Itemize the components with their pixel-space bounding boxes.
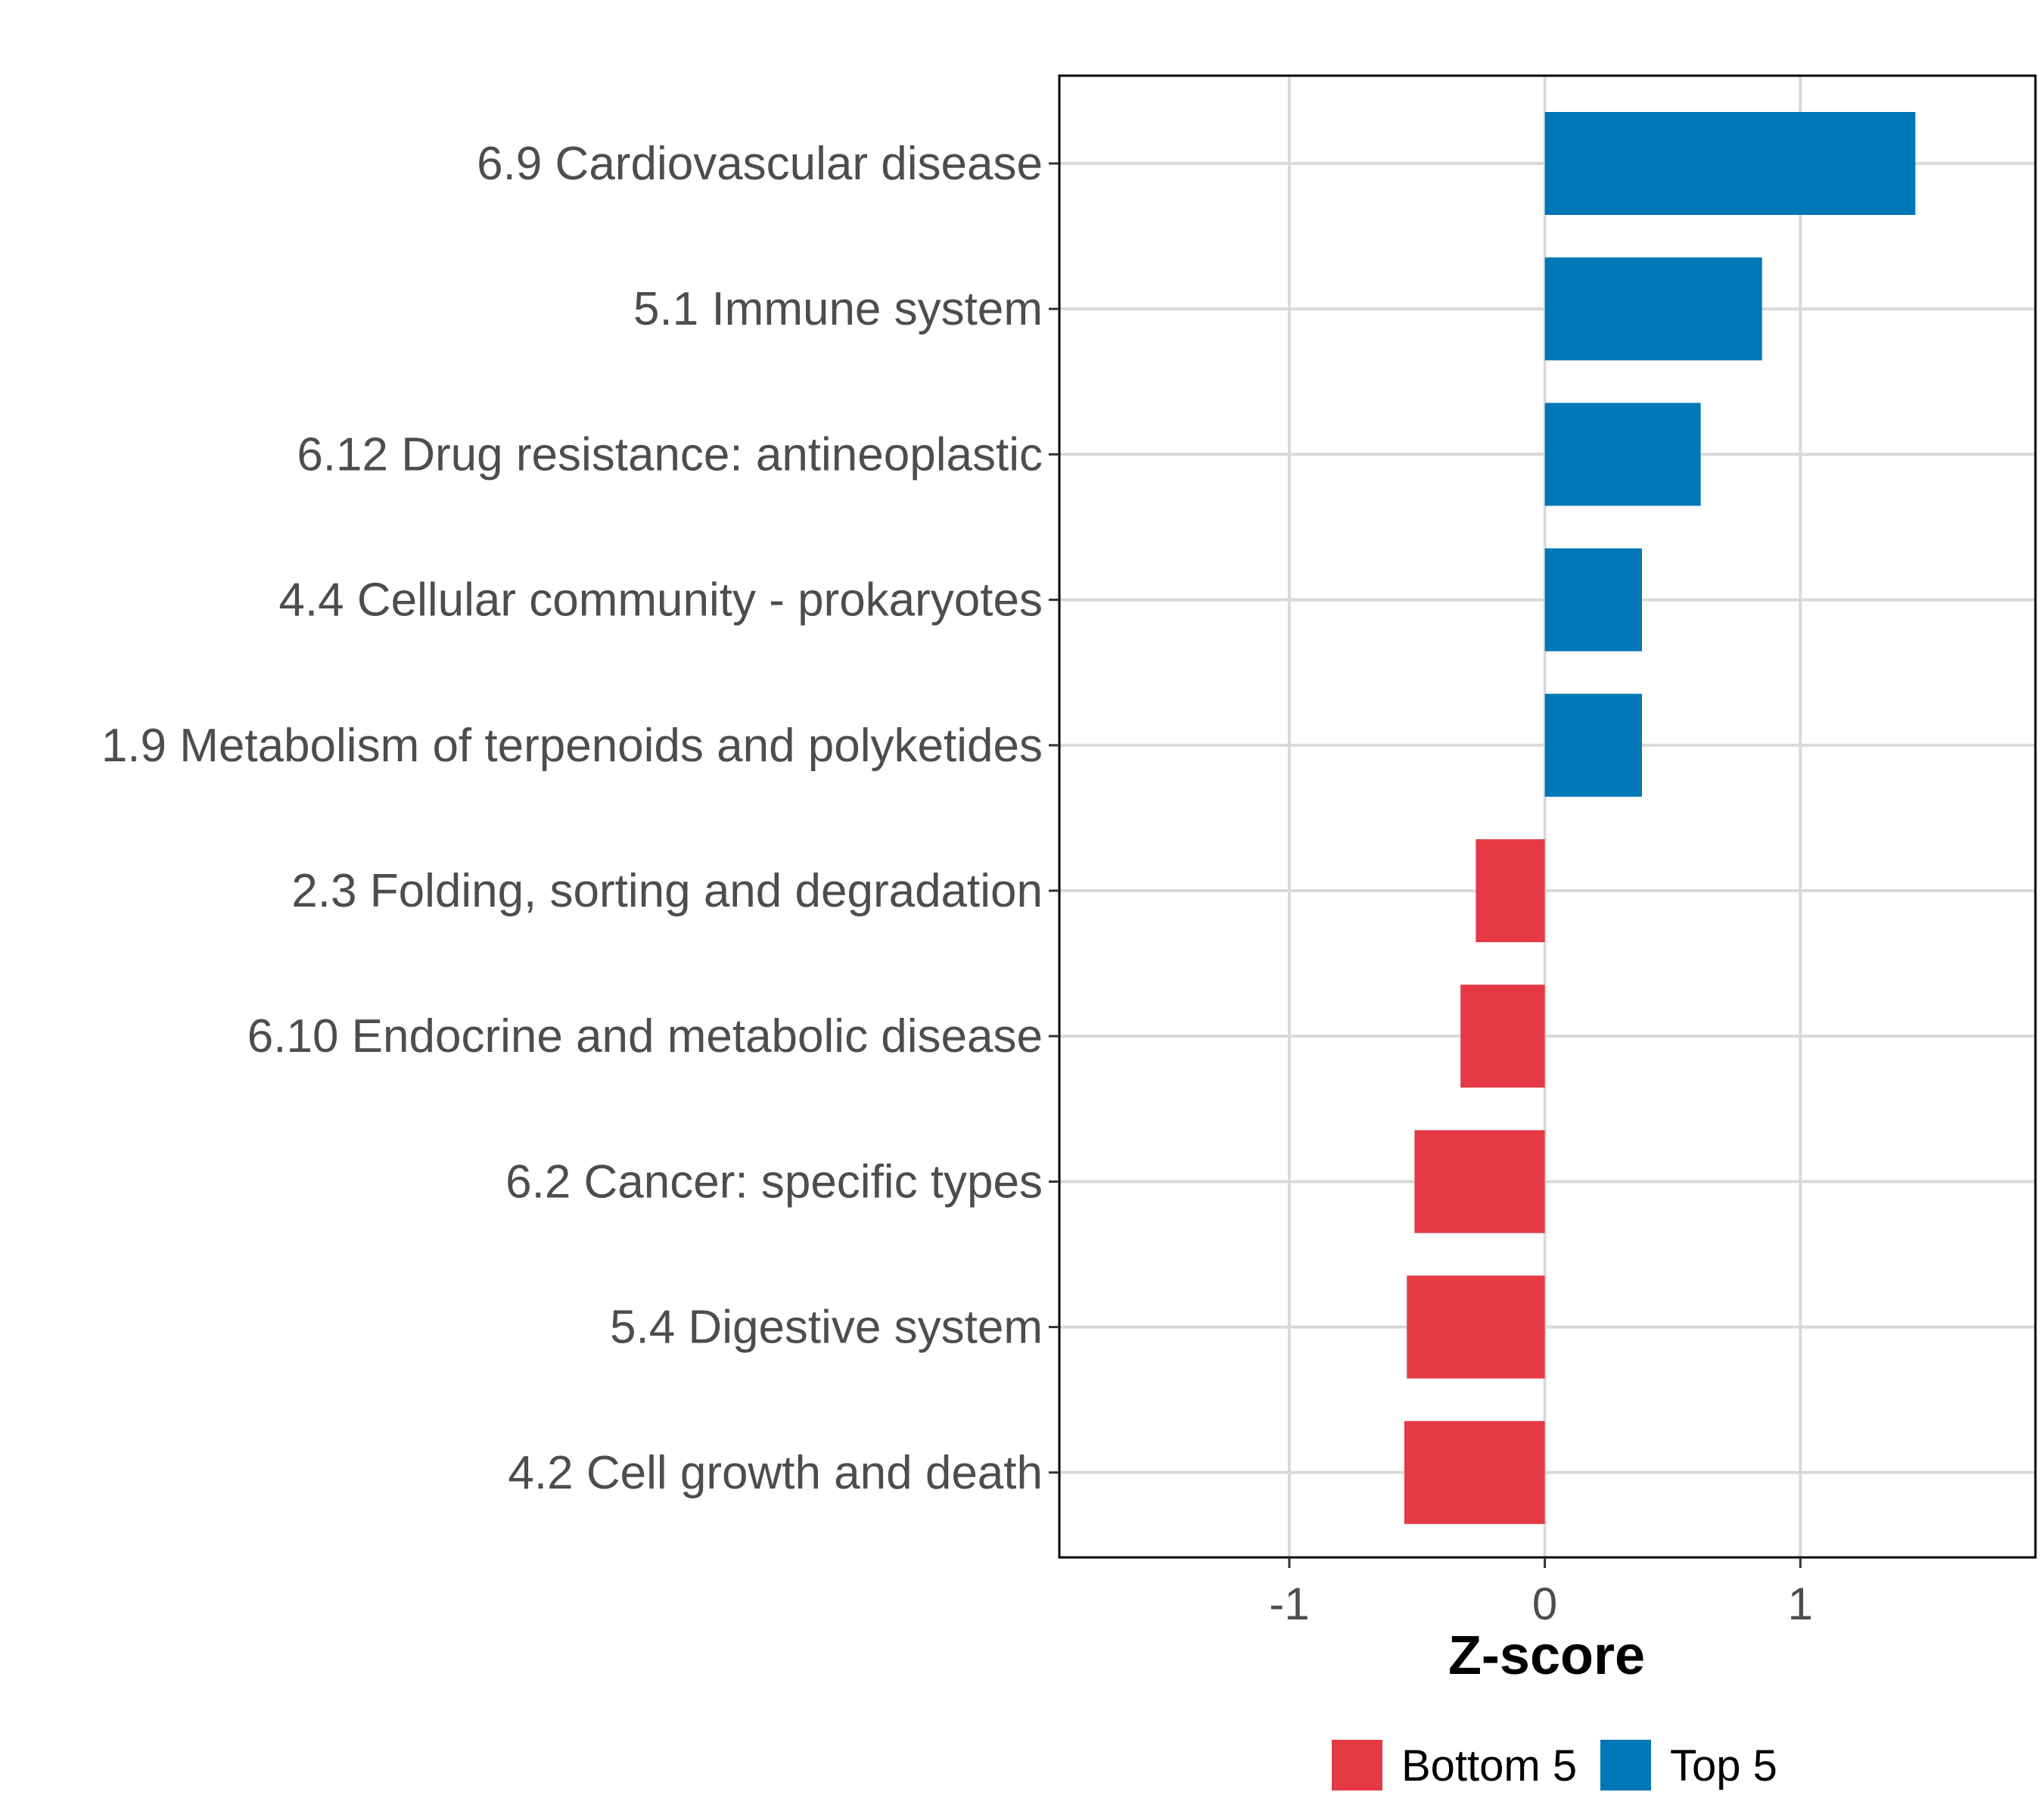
x-axis-ticks: -1 0 1: [1269, 1557, 1813, 1629]
bar: [1460, 985, 1545, 1088]
y-axis-ticks: 6.9 Cardiovascular disease 5.1 Immune sys…: [101, 138, 1059, 1499]
x-axis-title: Z-score: [1448, 1626, 1645, 1686]
bars: [1404, 112, 1916, 1524]
bar: [1544, 403, 1701, 506]
category-label: 6.10 Endocrine and metabolic disease: [247, 1010, 1043, 1062]
legend: Bottom 5 Top 5: [1332, 1740, 1777, 1790]
category-label: 2.3 Folding, sorting and degradation: [291, 865, 1043, 917]
bar: [1404, 1420, 1545, 1524]
category-label: 5.4 Digestive system: [610, 1302, 1043, 1354]
bar: [1476, 839, 1545, 942]
category-label: 6.12 Drug resistance: antineoplastic: [297, 428, 1043, 481]
x-tick-label: 0: [1532, 1579, 1557, 1629]
category-label: 6.2 Cancer: specific types: [505, 1156, 1043, 1208]
category-label: 1.9 Metabolism of terpenoids and polyket…: [101, 720, 1043, 772]
bar: [1544, 693, 1642, 797]
category-label: 5.1 Immune system: [633, 283, 1043, 335]
bar: [1407, 1275, 1545, 1379]
legend-swatch: [1600, 1740, 1651, 1790]
category-label: 6.9 Cardiovascular disease: [477, 138, 1043, 190]
bar: [1544, 112, 1916, 215]
legend-label: Bottom 5: [1401, 1741, 1577, 1790]
grid-lines: [1059, 76, 2035, 1557]
bar: [1544, 548, 1642, 652]
category-label: 4.2 Cell growth and death: [508, 1447, 1043, 1499]
plot-border: [1058, 74, 2037, 1559]
bar: [1414, 1130, 1545, 1234]
bar: [1544, 257, 1762, 361]
category-label: 4.4 Cellular community - prokaryotes: [278, 574, 1043, 627]
x-tick-label: 1: [1788, 1579, 1813, 1629]
legend-label: Top 5: [1670, 1741, 1777, 1790]
x-tick-label: -1: [1269, 1579, 1309, 1629]
legend-swatch: [1332, 1740, 1382, 1790]
